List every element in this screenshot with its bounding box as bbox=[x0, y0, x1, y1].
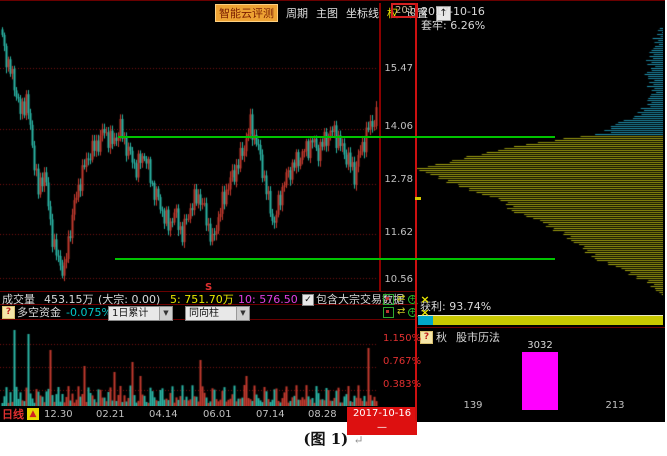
volume-value: 453.15万 bbox=[44, 293, 94, 306]
separator-fund-top bbox=[0, 304, 417, 305]
calendar-bar bbox=[522, 352, 558, 410]
separator-right-panel bbox=[417, 327, 665, 328]
block-trade-checkbox[interactable]: ✓ bbox=[302, 294, 314, 306]
close-icon[interactable]: × bbox=[420, 305, 430, 319]
calendar-bar-label: 139 bbox=[463, 400, 483, 411]
price-label: 11.62 bbox=[384, 227, 413, 238]
toolbar-axis-button[interactable]: 坐标线 bbox=[346, 7, 379, 20]
calendar-bars bbox=[417, 330, 665, 418]
help-icon[interactable]: ? bbox=[2, 306, 15, 319]
indicator-panel-icon[interactable] bbox=[383, 293, 394, 305]
profit-ratio-bar bbox=[418, 315, 663, 325]
chart-toolbar: 智能云评测 周期 主图 坐标线 权 设置 ↑ bbox=[215, 4, 451, 22]
sell-point-marker: S bbox=[205, 282, 213, 293]
ma5-value: 5: 751.70万 bbox=[170, 293, 234, 306]
date-tick: 07.14 bbox=[256, 409, 285, 420]
fund-flow-title: 多空资金 bbox=[17, 306, 61, 319]
fund-axis-label: 0.383% bbox=[383, 379, 422, 390]
swap-indicator-icon[interactable]: ⇄ bbox=[397, 293, 406, 304]
date-tick: 06.01 bbox=[203, 409, 232, 420]
trapped-segment bbox=[418, 316, 434, 325]
chevron-down-icon[interactable]: ▼ bbox=[236, 307, 249, 320]
date-tick: 02.21 bbox=[96, 409, 125, 420]
volume-title: 成交量 bbox=[2, 293, 35, 306]
alert-triangle-icon[interactable]: ▲ bbox=[27, 408, 39, 420]
current-price-tick bbox=[415, 197, 421, 200]
candlestick-chart[interactable] bbox=[0, 0, 380, 292]
ma10-value: 10: 576.50 bbox=[238, 293, 298, 306]
dropdown-value: 1日累计 bbox=[112, 308, 149, 319]
season-label: 秋 bbox=[436, 331, 447, 344]
market-calendar-panel: ? 秋 股市历法 139 3032 213 bbox=[417, 330, 665, 418]
help-icon[interactable]: ? bbox=[420, 331, 433, 344]
chip-distribution-chart bbox=[417, 22, 663, 298]
collapse-up-icon[interactable]: ↑ bbox=[436, 5, 451, 21]
calendar-bar-label: 3032 bbox=[527, 340, 553, 351]
date-tick: 12.30 bbox=[44, 409, 73, 420]
chip-panel-date: 2017-10-16 bbox=[421, 5, 485, 18]
date-tick: 04.14 bbox=[149, 409, 178, 420]
chevron-down-icon[interactable]: ▼ bbox=[159, 307, 172, 320]
fund-row-icons: ⇄ × bbox=[383, 306, 430, 318]
toolbar-period-button[interactable]: 周期 bbox=[286, 7, 308, 20]
indicator-panel-icon[interactable] bbox=[383, 306, 394, 318]
volume-row-icons: ⇄ × bbox=[383, 293, 430, 305]
volume-chart[interactable] bbox=[0, 322, 380, 406]
resistance-line bbox=[118, 136, 555, 138]
profit-segment bbox=[433, 316, 663, 325]
price-label: 15.47 bbox=[384, 63, 413, 74]
figure-caption: (图 1) ↵ bbox=[0, 428, 667, 449]
close-icon[interactable]: × bbox=[420, 292, 430, 306]
period-accum-dropdown[interactable]: 1日累计 ▼ bbox=[108, 306, 173, 321]
support-line bbox=[115, 258, 555, 260]
calendar-title: 股市历法 bbox=[456, 331, 500, 344]
figure-caption-text: (图 1) bbox=[303, 430, 349, 448]
block-trade-checkbox-label[interactable]: 包含大宗交易数据 bbox=[316, 293, 404, 306]
paragraph-return-mark: ↵ bbox=[353, 433, 364, 447]
fund-axis-label: 0.767% bbox=[383, 356, 422, 367]
price-label: 10.56 bbox=[384, 274, 413, 285]
chart-right-border bbox=[379, 3, 381, 291]
price-label: 14.06 bbox=[384, 121, 413, 132]
stock-app-window: S 智能云评测 周期 主图 坐标线 权 设置 ↑ 201 15.47 14.06… bbox=[0, 0, 665, 422]
profit-ratio-label: 获利: 93.74% bbox=[420, 300, 492, 313]
bar-style-dropdown[interactable]: 同向柱 ▼ bbox=[185, 306, 250, 321]
block-trade-value: (大宗: 0.00) bbox=[98, 293, 161, 306]
fund-axis-label: 1.150% bbox=[383, 333, 422, 344]
fund-flow-value: -0.075% bbox=[66, 306, 112, 319]
panel-divider-line bbox=[415, 3, 417, 421]
swap-indicator-icon[interactable]: ⇄ bbox=[397, 306, 406, 317]
calendar-bar-label: 213 bbox=[605, 400, 625, 411]
axis-date-box: 201 bbox=[391, 3, 419, 18]
price-label: 12.78 bbox=[384, 174, 413, 185]
current-date-badge: 2017-10-16 — bbox=[347, 407, 417, 435]
date-tick: 08.28 bbox=[308, 409, 337, 420]
smart-cloud-review-button[interactable]: 智能云评测 bbox=[215, 4, 278, 22]
period-daily-label[interactable]: 日线 bbox=[2, 408, 24, 421]
dropdown-value: 同向柱 bbox=[189, 308, 219, 319]
toolbar-mainchart-button[interactable]: 主图 bbox=[316, 7, 338, 20]
